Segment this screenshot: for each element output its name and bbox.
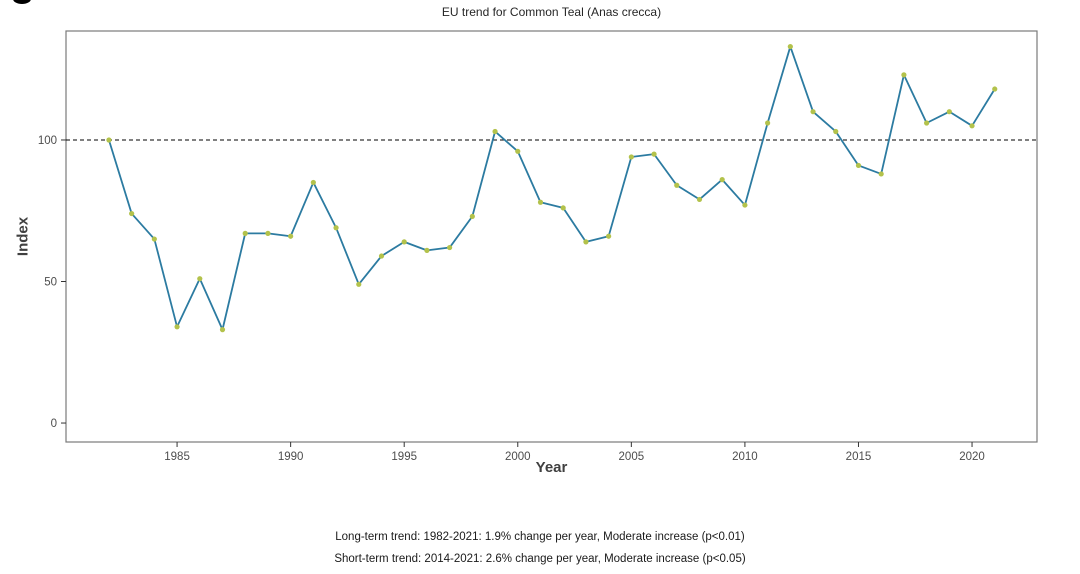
data-point (583, 239, 589, 245)
y-axis-tick-label: 50 (44, 277, 57, 289)
data-point (855, 162, 862, 169)
data-point (674, 182, 680, 188)
data-point (356, 281, 362, 287)
data-point (560, 205, 566, 211)
x-axis-tick-label: 2020 (959, 451, 985, 463)
x-axis-title: Year (535, 459, 568, 476)
data-point (469, 213, 475, 220)
x-axis-tick-label: 2000 (505, 451, 531, 463)
data-point (197, 276, 203, 282)
data-point (129, 210, 135, 217)
data-point (401, 239, 407, 245)
data-point (106, 137, 112, 143)
data-point (333, 225, 339, 231)
data-point (787, 43, 793, 50)
data-point (901, 72, 907, 78)
data-point (810, 109, 816, 115)
cropped-letter-artifact (13, 0, 31, 4)
data-point (219, 327, 226, 333)
data-point (310, 179, 316, 186)
x-axis-tick-label: 1985 (164, 451, 190, 463)
x-axis-tick-label: 2010 (732, 451, 758, 463)
data-point (651, 151, 657, 157)
data-point (765, 120, 771, 126)
data-point (992, 86, 998, 92)
data-point (833, 128, 839, 135)
plot-panel-border (65, 30, 1038, 443)
data-point (378, 253, 385, 259)
data-point (447, 244, 453, 251)
line-chart-plot: 1985 1990 1995 2000 2005 2010 2015 2020 0 50 100 (38, 30, 1038, 463)
short-term-trend-caption: Short-term trend: 2014-2021: 2.6% change… (334, 553, 746, 565)
data-point (969, 123, 975, 129)
y-axis-title: Index (14, 216, 32, 257)
data-point (242, 230, 248, 236)
x-axis-tick-label: 2015 (846, 451, 872, 463)
data-point (878, 171, 884, 177)
data-point (288, 233, 294, 239)
data-point (946, 109, 952, 115)
data-point (424, 247, 430, 253)
data-point (151, 236, 157, 242)
x-axis-tick-label: 1990 (278, 451, 304, 463)
chart-title: EU trend for Common Teal (Anas crecca) (441, 5, 662, 19)
data-point (719, 177, 725, 183)
y-axis-tick-label: 100 (38, 135, 57, 147)
long-term-trend-caption: Long-term trend: 1982-2021: 1.9% change … (335, 531, 745, 543)
index-trend-line (108, 45, 996, 331)
data-point (174, 324, 180, 330)
data-point (492, 128, 498, 135)
data-point (265, 230, 271, 236)
y-axis-tick-label: 0 (51, 418, 57, 430)
trend-captions: Long-term trend: 1982-2021: 1.9% change … (0, 526, 1080, 570)
data-point (515, 148, 521, 154)
data-point (924, 120, 930, 126)
data-point (606, 233, 612, 239)
data-point (537, 199, 544, 205)
data-point (742, 202, 748, 208)
data-point (696, 196, 703, 203)
x-axis-tick-label: 1995 (391, 451, 417, 463)
data-point (628, 154, 634, 160)
x-axis-tick-label: 2005 (619, 451, 645, 463)
